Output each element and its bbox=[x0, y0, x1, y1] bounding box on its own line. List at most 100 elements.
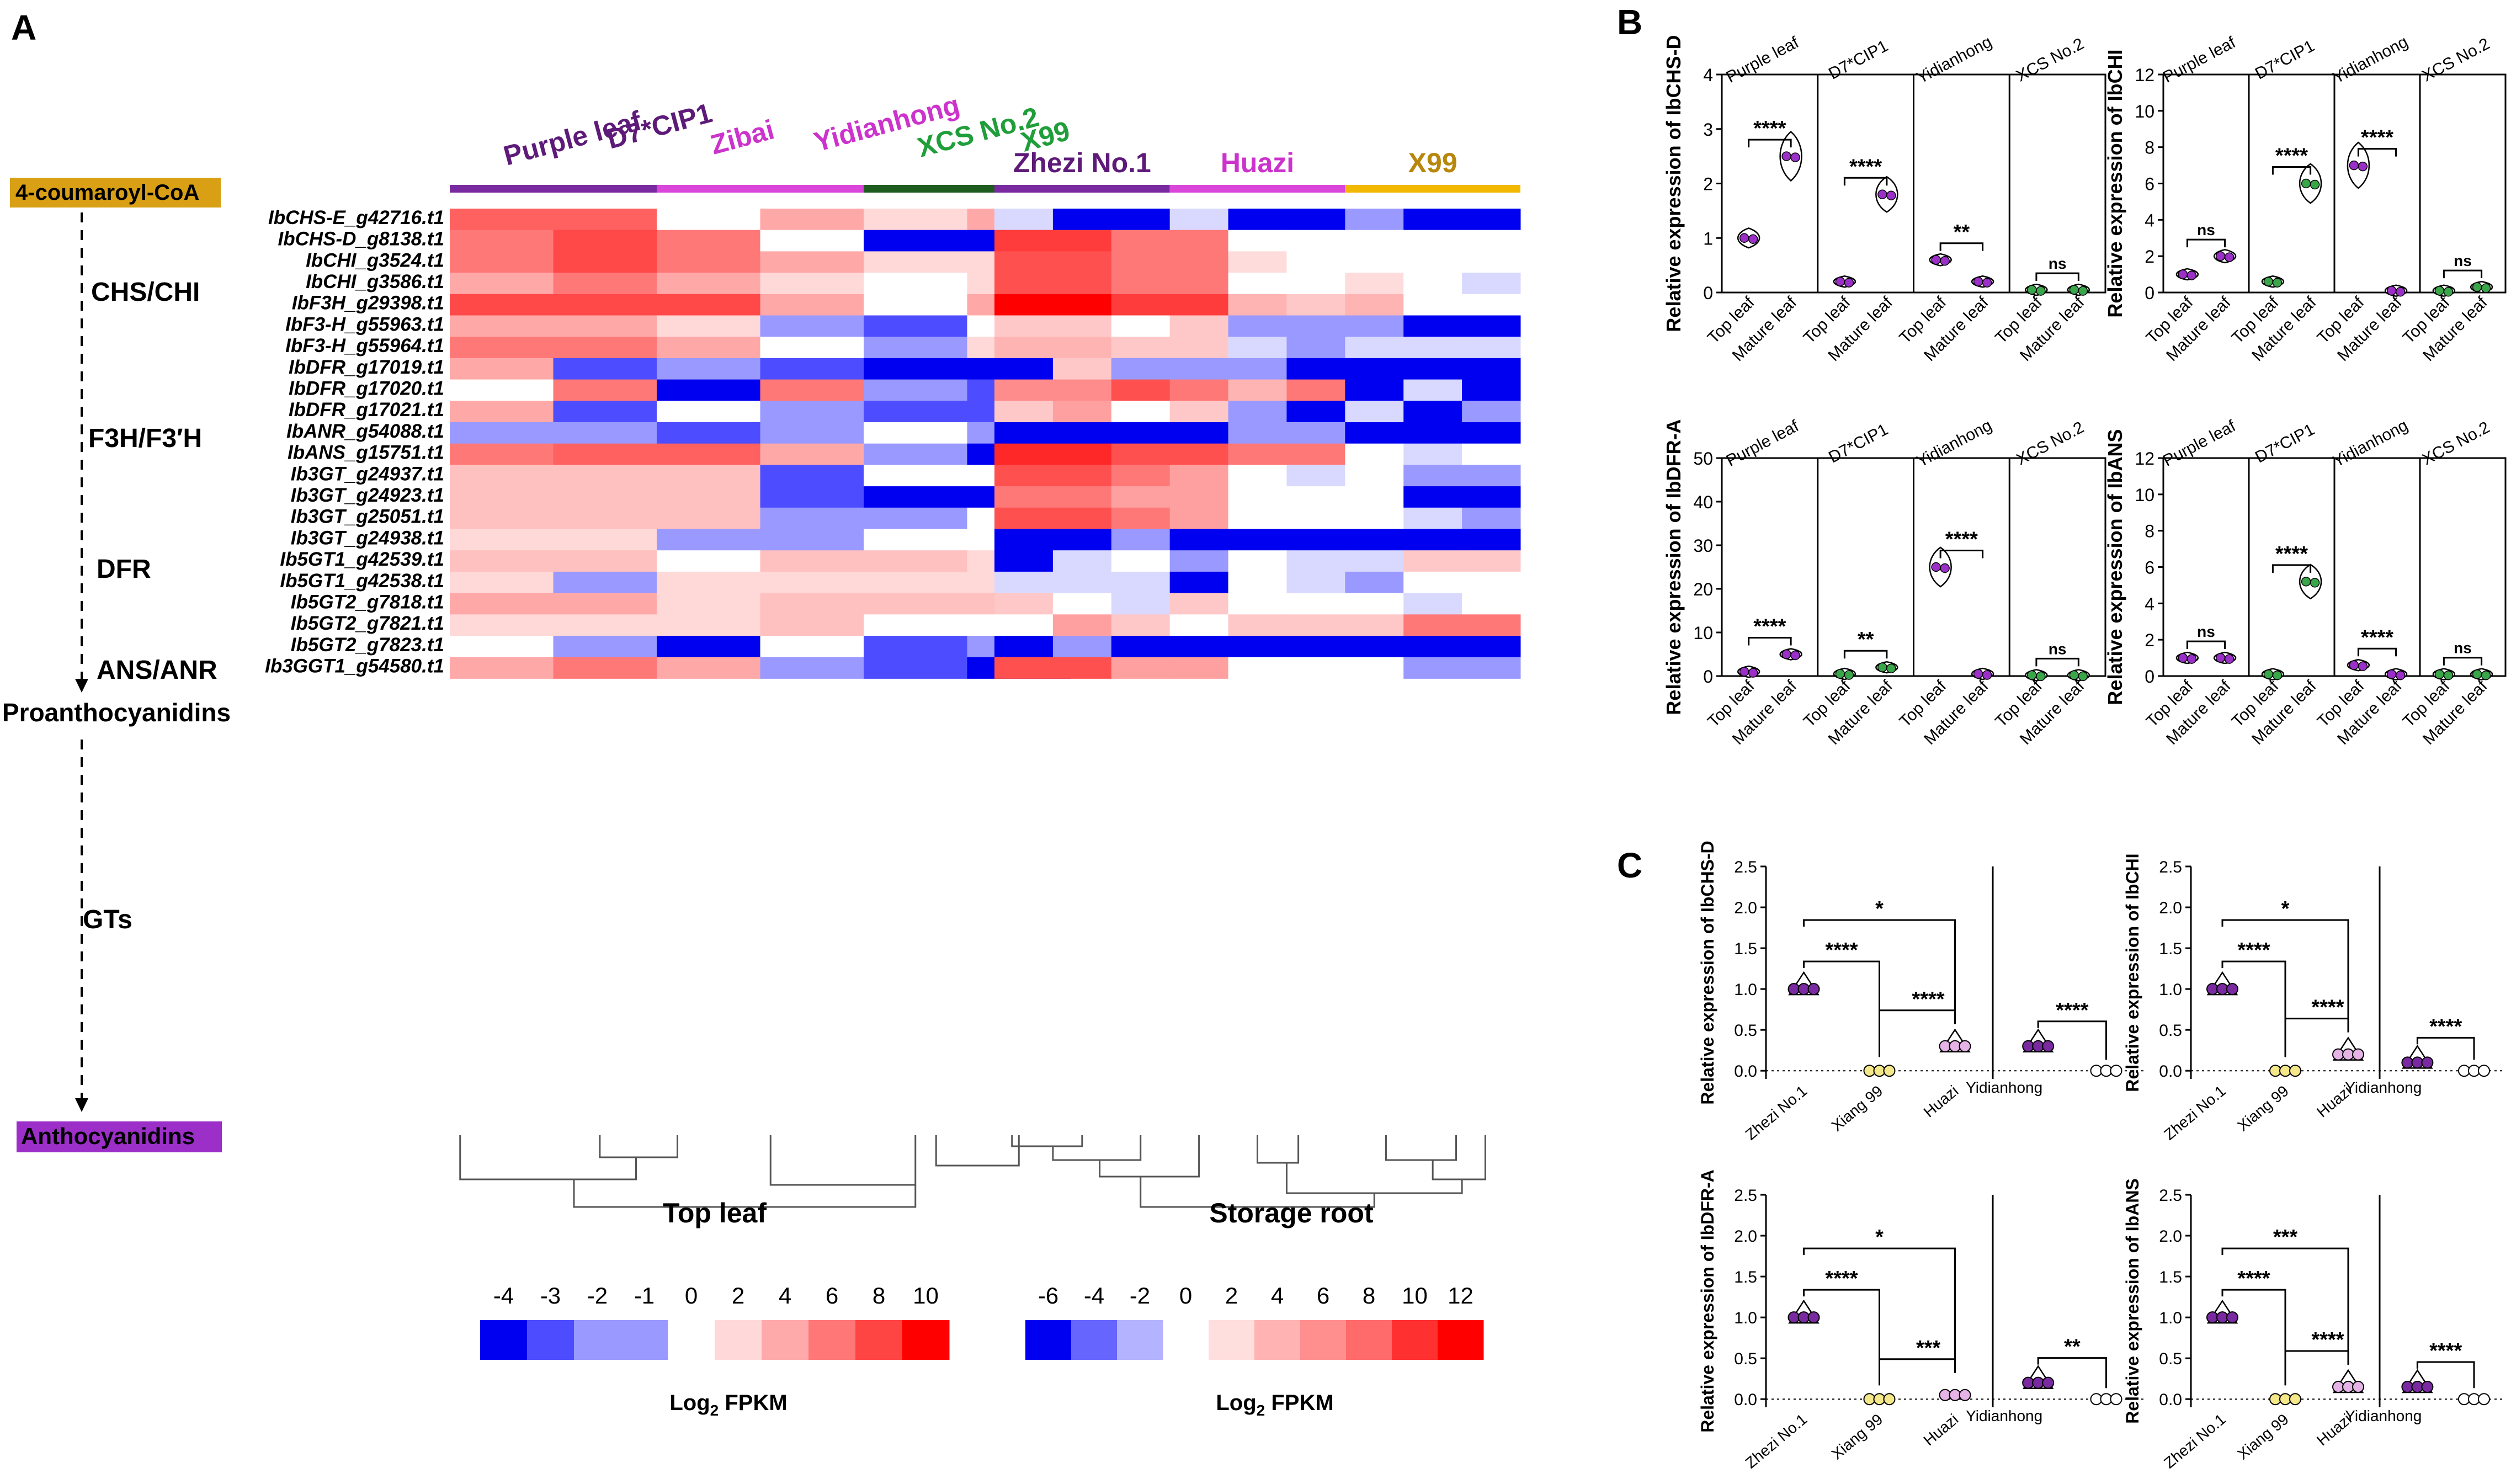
pathway-step-f3h: F3H/F3′H bbox=[88, 424, 202, 453]
gene-label: Ib5GT1_g42538.t1 bbox=[280, 570, 444, 592]
data-point bbox=[2443, 286, 2454, 297]
group-label: D7*CIP1 bbox=[1826, 421, 1891, 467]
heatmap-cell bbox=[1403, 614, 1462, 636]
heatmap-cell bbox=[1286, 315, 1345, 337]
heatmap-cell bbox=[760, 614, 864, 636]
heatmap-cell bbox=[760, 230, 864, 252]
heatmap-cell bbox=[657, 230, 760, 252]
pathway-step-gts: GTs bbox=[83, 905, 132, 934]
heatmap-cell bbox=[864, 209, 967, 231]
heatmap-cell bbox=[1228, 614, 1287, 636]
group-label: Purple leaf bbox=[1723, 33, 1802, 87]
heatmap-cell bbox=[1111, 209, 1171, 231]
heatmap-cell bbox=[553, 273, 657, 295]
legend-tick: -3 bbox=[540, 1283, 561, 1309]
heatmap-cell bbox=[1403, 294, 1462, 316]
x-tick-label: Xiang 99 bbox=[1828, 1411, 1886, 1463]
legend-swatch bbox=[808, 1320, 856, 1360]
legend-tick: 8 bbox=[1363, 1283, 1375, 1309]
legend-label-1-end: FPKM bbox=[719, 1391, 787, 1415]
data-point bbox=[1982, 670, 1992, 680]
heatmap-cell bbox=[450, 251, 554, 273]
y-axis-label: Relative expression of IbANS bbox=[2122, 1178, 2142, 1424]
legend-swatch bbox=[902, 1320, 950, 1360]
heatmap-cell bbox=[1228, 251, 1287, 273]
y-tick-label: 2 bbox=[1703, 174, 1713, 194]
significance-bracket bbox=[1939, 242, 1984, 251]
y-tick-label: 0 bbox=[2145, 283, 2154, 303]
y-tick-label: 0 bbox=[1703, 283, 1713, 303]
heatmap-cell bbox=[1169, 465, 1229, 487]
heatmap-cell bbox=[760, 507, 864, 529]
y-tick-label: 0.0 bbox=[1734, 1391, 1757, 1409]
color-legend-storage-root: -6 -4 -2 0 2 4 6 8 10 12 bbox=[1025, 1283, 1484, 1360]
heatmap-cell bbox=[1345, 379, 1404, 401]
x-tick-label: Xiang 99 bbox=[2234, 1082, 2292, 1135]
heatmap-cell bbox=[1286, 230, 1345, 252]
heatmap-cell bbox=[1228, 657, 1287, 679]
heatmap-cell bbox=[450, 486, 554, 508]
data-point bbox=[2226, 1311, 2238, 1324]
heatmap-cell bbox=[1345, 507, 1404, 529]
significance-bracket bbox=[2416, 1036, 2475, 1060]
gene-label: IbF3-H_g55964.t1 bbox=[285, 335, 444, 357]
data-point bbox=[2272, 278, 2283, 288]
heatmap-cell bbox=[994, 294, 1054, 316]
y-tick-label: 8 bbox=[2145, 522, 2154, 541]
significance-bracket bbox=[2443, 657, 2483, 666]
heatmap-cell bbox=[657, 443, 760, 465]
legend-swatch bbox=[574, 1320, 621, 1360]
legend-swatch bbox=[1300, 1320, 1347, 1360]
heatmap-cell bbox=[553, 315, 657, 337]
heatmap-cell bbox=[657, 571, 760, 594]
heatmap-cell bbox=[1052, 614, 1112, 636]
heatmap-cell bbox=[864, 251, 967, 273]
heatmap-cell bbox=[994, 337, 1054, 359]
heatmap-cell bbox=[657, 315, 760, 337]
gene-label: Ib3GT_g24923.t1 bbox=[291, 485, 444, 506]
heatmap-cell bbox=[657, 636, 760, 658]
heatmap-cell bbox=[1462, 550, 1521, 572]
sample-label: Zibai bbox=[707, 114, 777, 160]
significance-label: **** bbox=[2429, 1015, 2462, 1038]
heatmap-cell bbox=[760, 636, 864, 658]
significance-label: ** bbox=[1858, 628, 1874, 651]
significance-bracket bbox=[2284, 1018, 2349, 1057]
group-bar bbox=[657, 185, 864, 193]
legend-swatch bbox=[1438, 1320, 1484, 1360]
significance-label: **** bbox=[2056, 999, 2088, 1022]
x-tick-label: Zhezi No.1 bbox=[2161, 1411, 2229, 1472]
heatmap-cell bbox=[1052, 486, 1112, 508]
heatmap-cell bbox=[1052, 443, 1112, 465]
heatmap-cell bbox=[1052, 209, 1112, 231]
heatmap-cell bbox=[1052, 401, 1112, 423]
heatmap-cell bbox=[1111, 230, 1171, 252]
heatmap-cell bbox=[450, 273, 554, 295]
heatmap-cell bbox=[1286, 614, 1345, 636]
legend-swatch bbox=[527, 1320, 574, 1360]
heatmap-cell bbox=[1403, 636, 1462, 658]
heatmap-cell bbox=[1228, 465, 1287, 487]
heatmap-cell bbox=[760, 465, 864, 487]
data-point bbox=[1883, 1065, 1896, 1077]
pathway: 4-coumaroyl-CoA CHS/CHI F3H/F3′H DFR ANS… bbox=[2, 178, 231, 1152]
heatmap-cell bbox=[1052, 465, 1112, 487]
color-legend-top-leaf: -4 -3 -2 -1 0 2 4 6 8 10 bbox=[480, 1283, 950, 1360]
gene-label: Ib5GT2_g7823.t1 bbox=[291, 634, 444, 656]
heatmap-cell bbox=[1228, 401, 1287, 423]
heatmap-cell bbox=[1052, 379, 1112, 401]
data-point bbox=[1883, 1393, 1896, 1406]
y-tick-label: 0 bbox=[2145, 667, 2154, 687]
significance-label: **** bbox=[1753, 615, 1786, 639]
heatmap-cell bbox=[450, 294, 554, 316]
legend-label-2-main: Log bbox=[1216, 1391, 1256, 1415]
data-point bbox=[1790, 650, 1800, 661]
heatmap-cell bbox=[864, 315, 967, 337]
group-label: XCS No.2 bbox=[2419, 418, 2493, 469]
data-point bbox=[2310, 179, 2320, 190]
heatmap-cell bbox=[864, 636, 967, 658]
legend-tick: 4 bbox=[1271, 1283, 1284, 1309]
legend-swatch bbox=[762, 1320, 809, 1360]
heatmap-cell bbox=[1111, 273, 1171, 295]
heatmap-cell bbox=[1286, 507, 1345, 529]
